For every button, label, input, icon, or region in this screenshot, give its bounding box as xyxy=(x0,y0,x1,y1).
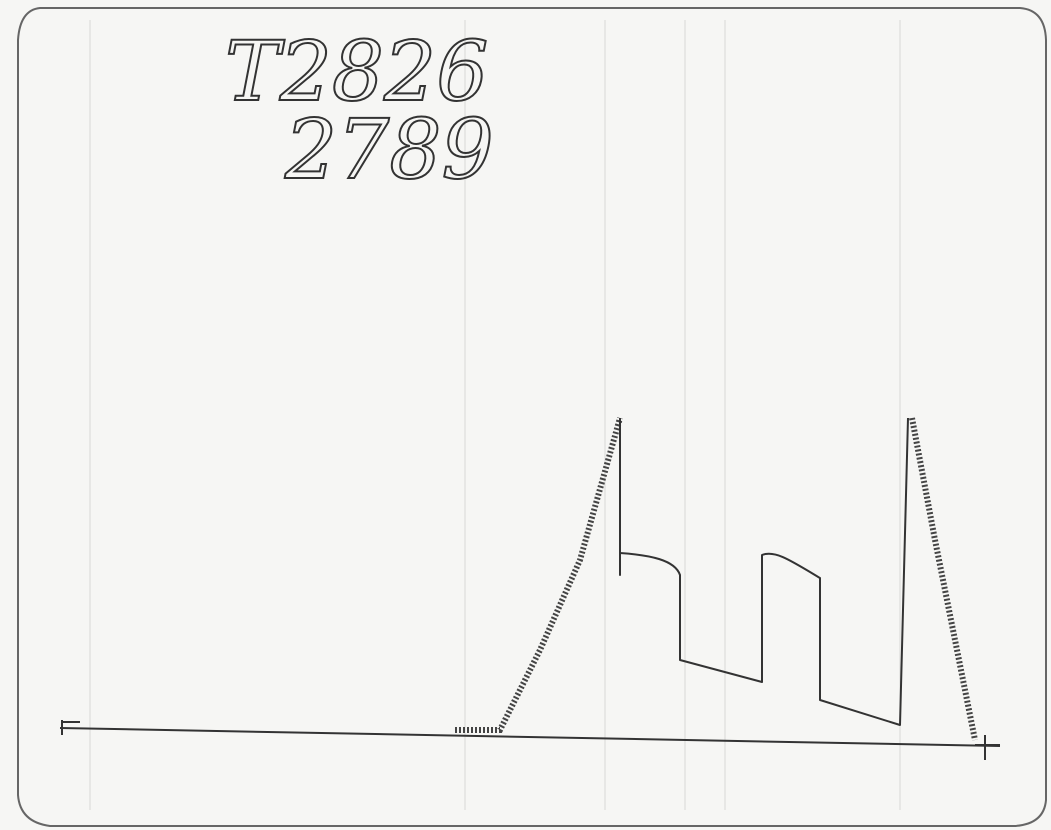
handwritten-number: 2789 xyxy=(284,103,494,198)
start-marker xyxy=(61,720,80,735)
baseline xyxy=(59,727,1001,747)
handwritten-id: T2826 xyxy=(225,25,488,120)
frame xyxy=(17,7,1047,827)
end-marker xyxy=(975,735,1000,760)
falling-ramp xyxy=(909,417,978,741)
rising-ramp xyxy=(455,417,623,733)
grid xyxy=(89,20,901,810)
square-wave xyxy=(619,417,909,726)
